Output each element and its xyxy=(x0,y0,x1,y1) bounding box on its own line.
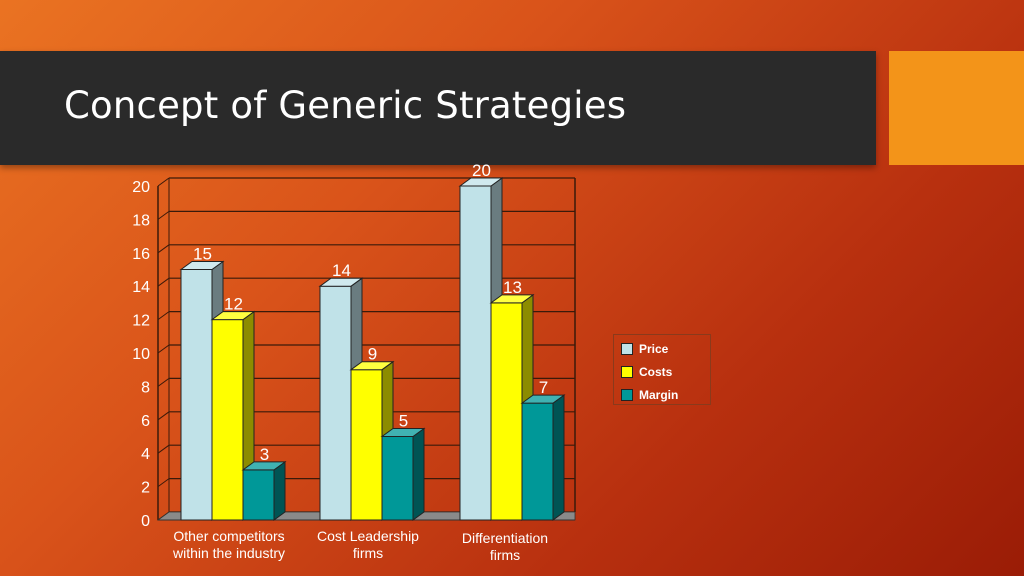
bar-costs-top xyxy=(349,361,395,371)
bar-costs-top xyxy=(489,294,535,304)
y-tick-label: 6 xyxy=(141,413,150,430)
data-label: 15 xyxy=(193,245,212,264)
category-label: Other competitors xyxy=(173,528,284,544)
data-label: 9 xyxy=(368,345,377,364)
title-bar xyxy=(0,51,876,165)
legend-item-margin: Margin xyxy=(621,387,678,403)
bar-price-front xyxy=(319,285,352,521)
gridline-side xyxy=(157,311,170,321)
slide-title: Concept of Generic Strategies xyxy=(64,84,627,127)
bar-costs-front xyxy=(350,369,383,521)
bar-margin-front xyxy=(521,402,554,521)
legend-swatch-margin xyxy=(621,389,633,401)
data-label: 12 xyxy=(224,295,243,314)
data-label: 7 xyxy=(539,378,548,397)
category-label: within the industry xyxy=(172,545,285,561)
gridline-side xyxy=(157,344,170,354)
data-label: 5 xyxy=(399,412,408,431)
y-tick-label: 16 xyxy=(132,246,150,263)
bar-price-front xyxy=(180,269,213,521)
y-tick-label: 0 xyxy=(141,513,150,530)
category-label: Differentiation xyxy=(462,530,548,546)
gridline-side xyxy=(157,377,170,387)
legend-label-costs: Costs xyxy=(639,365,673,379)
data-label: 14 xyxy=(332,261,351,280)
bar-margin-front xyxy=(242,469,275,521)
chart-legend: Price Costs Margin xyxy=(613,334,711,405)
gridline-side xyxy=(157,444,170,454)
bar-costs-front xyxy=(490,302,523,521)
gridline-side xyxy=(157,210,170,220)
y-tick-label: 12 xyxy=(132,313,150,330)
bar-price-top xyxy=(179,261,225,270)
y-tick-label: 8 xyxy=(141,379,150,396)
y-tick-label: 14 xyxy=(132,279,150,296)
bar-price-front xyxy=(459,185,492,521)
data-label: 13 xyxy=(503,278,522,297)
category-label: Cost Leadership xyxy=(317,528,419,544)
legend-label-margin: Margin xyxy=(639,388,679,402)
bar-costs-front xyxy=(211,319,244,521)
y-tick-label: 4 xyxy=(141,446,150,463)
bar-price-top xyxy=(458,177,504,187)
bar-margin-top xyxy=(520,394,566,404)
bar-margin-side xyxy=(412,427,425,521)
category-label: firms xyxy=(490,547,520,563)
y-tick-label: 2 xyxy=(141,480,150,497)
legend-item-costs: Costs xyxy=(621,364,672,380)
gridline-side xyxy=(157,411,170,421)
legend-swatch-price xyxy=(621,343,633,355)
y-tick-label: 20 xyxy=(132,179,150,196)
bar-margin-side xyxy=(273,460,286,521)
data-label: 3 xyxy=(260,445,269,464)
legend-label-price: Price xyxy=(639,342,669,356)
bar-margin-side xyxy=(552,394,565,521)
bar-costs-top xyxy=(210,311,256,321)
gridline-side xyxy=(157,177,170,187)
bar-margin-top xyxy=(380,428,426,437)
data-label: 20 xyxy=(472,161,491,180)
gridline-side xyxy=(157,244,170,254)
gridline-side xyxy=(157,478,170,488)
y-tick-label: 18 xyxy=(132,212,150,229)
legend-item-price: Price xyxy=(621,341,668,357)
category-label: firms xyxy=(353,545,383,561)
legend-swatch-costs xyxy=(621,366,633,378)
bar-price-top xyxy=(318,277,364,287)
gridline-side xyxy=(157,277,170,287)
y-tick-label: 10 xyxy=(132,346,150,363)
accent-box xyxy=(889,51,1024,165)
bar-margin-front xyxy=(381,436,414,521)
bar-margin-top xyxy=(241,461,287,471)
